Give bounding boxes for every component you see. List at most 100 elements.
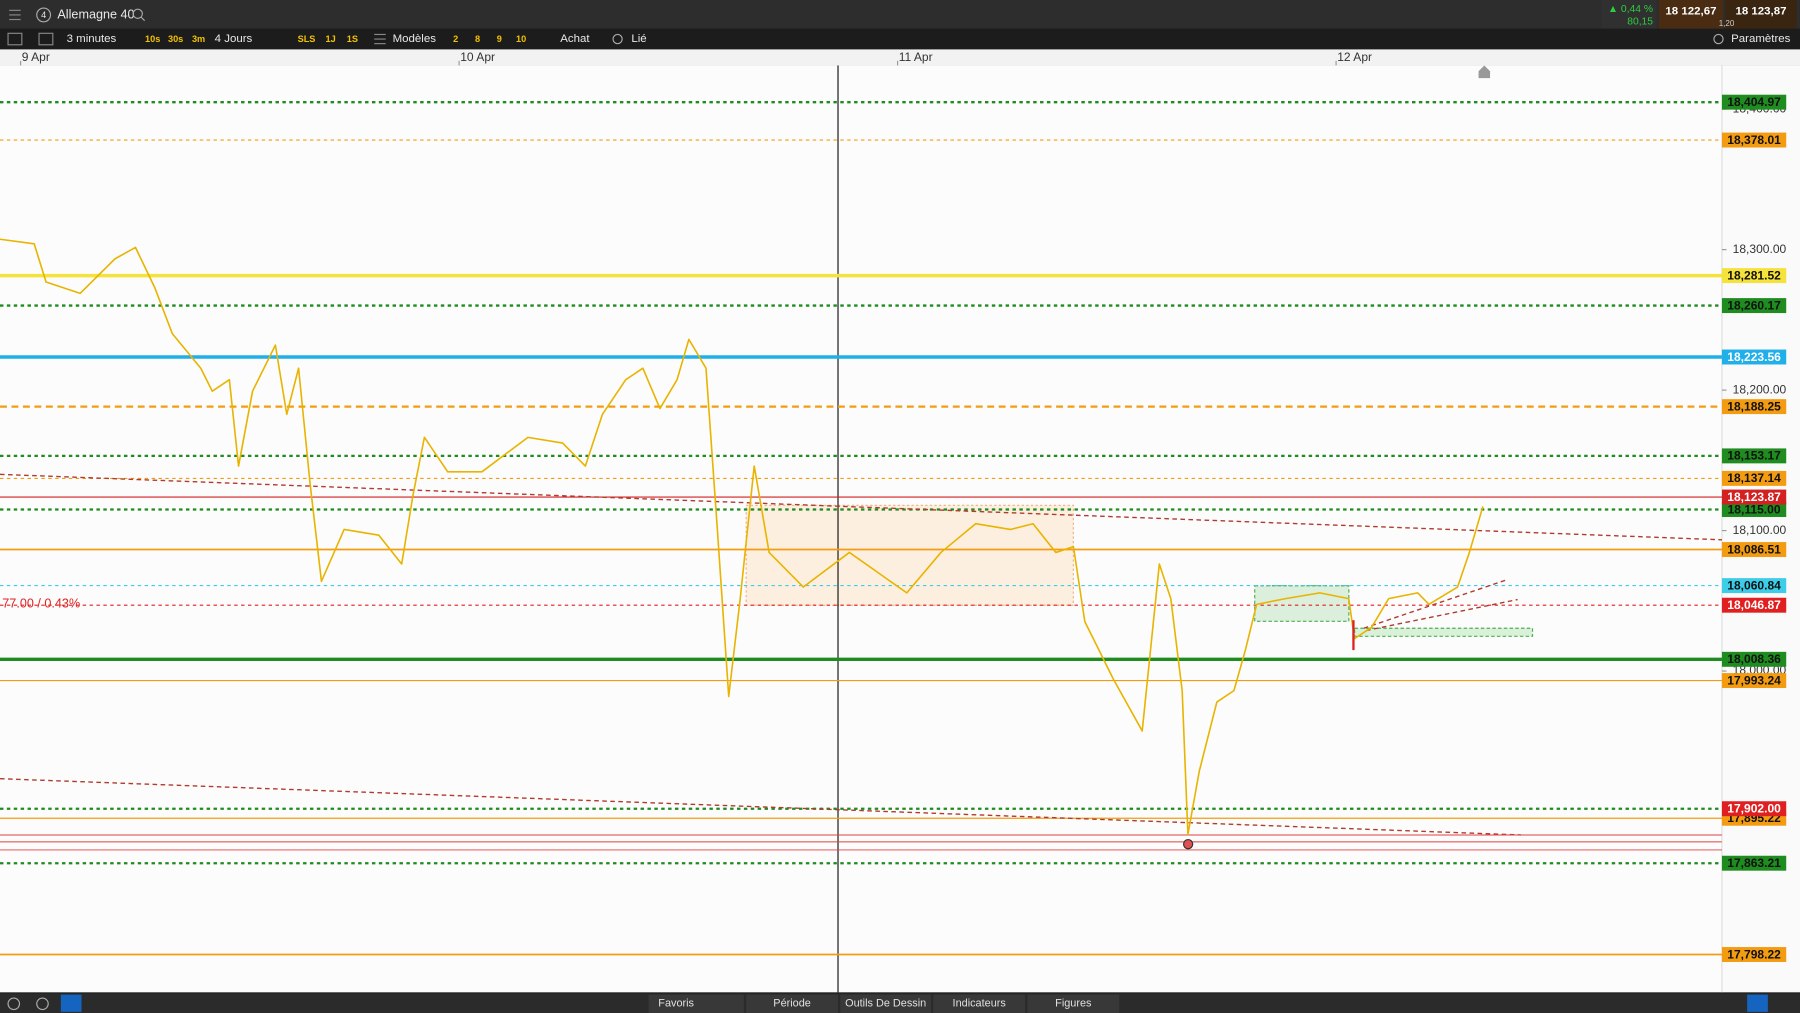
menu-icon[interactable] <box>9 9 21 21</box>
x-tick-label: 12 Apr <box>1337 50 1372 64</box>
tab[interactable] <box>933 994 1026 1013</box>
quick-button[interactable]: 3m <box>192 34 205 44</box>
search-icon[interactable] <box>132 8 143 19</box>
settings[interactable]: Paramètres <box>1731 33 1791 45</box>
price-tag-label: 18,260.17 <box>1727 298 1781 312</box>
zone <box>1354 627 1534 637</box>
change-pct: ▲ 0,44 % <box>1608 4 1653 15</box>
tab[interactable] <box>1027 994 1120 1013</box>
x-tick-label: 9 Apr <box>22 50 50 64</box>
zone <box>1254 585 1350 622</box>
crosshair-tool[interactable] <box>1747 994 1768 1012</box>
quick-button[interactable]: 30s <box>168 34 183 44</box>
marker <box>1478 65 1491 79</box>
price-tag <box>1721 268 1787 284</box>
price-tag-label: 18,115.00 <box>1728 502 1781 516</box>
price-tag <box>1721 801 1787 817</box>
price-tag <box>1721 542 1787 557</box>
tab-label[interactable]: Favoris <box>658 998 694 1010</box>
y-tick-label: 18,300.00 <box>1733 242 1787 256</box>
price-tag <box>1721 448 1787 464</box>
range[interactable]: 4 Jours <box>215 33 253 45</box>
top-bar <box>0 0 1800 29</box>
price-tag-label: 18,378.01 <box>1727 133 1781 147</box>
tab[interactable] <box>746 994 839 1013</box>
trend-lines <box>0 473 1722 836</box>
templates-icon <box>374 33 386 45</box>
order-marker[interactable] <box>1182 838 1194 850</box>
price-tag-label: 18,060.84 <box>1727 578 1781 592</box>
price-line <box>0 238 1484 836</box>
annotation: 77.00 / 0.43% <box>2 596 80 610</box>
tab[interactable] <box>648 994 744 1013</box>
price-axis <box>1721 65 1800 993</box>
refresh-icon[interactable] <box>7 997 21 1011</box>
price-tag <box>1721 94 1787 110</box>
preset-button[interactable]: 8 <box>475 34 480 44</box>
preset-button[interactable]: 9 <box>497 34 502 44</box>
price-tag <box>1721 399 1787 415</box>
stop-lines <box>0 834 1722 851</box>
price-tag-label: 18,086.51 <box>1727 542 1781 556</box>
draw-tool[interactable] <box>60 994 82 1012</box>
price-tag <box>1721 578 1787 594</box>
badge-text: 4 <box>41 10 46 20</box>
change-box <box>1601 0 1657 29</box>
price-tag-label: 18,281.52 <box>1727 268 1781 282</box>
tab-label[interactable]: Outils De Dessin <box>845 998 926 1010</box>
price-tag <box>1721 132 1787 148</box>
price-tag-label: 18,046.87 <box>1727 598 1781 612</box>
tab[interactable] <box>840 994 931 1013</box>
buy-box[interactable] <box>1725 0 1797 29</box>
price-tag <box>1721 298 1787 314</box>
price-tag <box>1721 855 1787 871</box>
price-tag-label: 18,188.25 <box>1727 399 1781 413</box>
price-tag <box>1721 947 1787 962</box>
price-tag <box>1721 349 1787 365</box>
price-tag-label: 17,798.22 <box>1727 947 1781 961</box>
price-tag <box>1721 597 1787 613</box>
quick-button[interactable]: 10s <box>145 34 160 44</box>
x-tick-label: 11 Apr <box>899 50 933 64</box>
x-tick-label: 10 Apr <box>460 50 495 64</box>
price-tag-label: 18,137.14 <box>1727 471 1781 485</box>
panel-icon[interactable] <box>7 32 23 46</box>
layout-icon[interactable] <box>38 32 54 46</box>
linked[interactable]: Lié <box>631 33 646 45</box>
spread: 1,20 <box>1719 19 1735 28</box>
price-tag <box>1721 651 1787 667</box>
buy-button[interactable]: Achat <box>560 33 590 45</box>
tab-label[interactable]: Indicateurs <box>953 998 1007 1010</box>
buy-price[interactable]: 18 123,87 <box>1735 6 1786 18</box>
price-tag <box>1721 673 1787 689</box>
price-tag-label: 18,123.87 <box>1727 490 1781 504</box>
link-icon <box>612 33 623 45</box>
price-tag-label: 18,008.36 <box>1727 652 1781 666</box>
preset-button[interactable]: 2 <box>453 34 458 44</box>
price-tag-label: 17,902.00 <box>1727 801 1781 815</box>
toolbar <box>0 28 1800 50</box>
period-button[interactable]: SLS <box>298 34 316 44</box>
instrument[interactable]: Allemagne 40 <box>57 7 134 21</box>
price-tag <box>1721 502 1787 517</box>
tab-label[interactable]: Figures <box>1055 998 1092 1010</box>
sell-box[interactable] <box>1658 0 1724 29</box>
hide-icon[interactable] <box>36 997 49 1011</box>
sell-price[interactable]: 18 122,67 <box>1665 6 1716 18</box>
date-axis <box>0 49 1800 66</box>
price-tag <box>1721 489 1787 505</box>
price-tag-label: 18,153.17 <box>1727 449 1781 463</box>
preset-button[interactable]: 10 <box>516 34 526 44</box>
period-button[interactable]: 1J <box>326 34 336 44</box>
interval[interactable]: 3 minutes <box>67 33 117 45</box>
price-tag-label: 17,863.21 <box>1727 856 1781 870</box>
price-tag-label: 18,404.97 <box>1727 95 1781 109</box>
price-tag-label: 18,223.56 <box>1727 350 1781 364</box>
gear-icon[interactable] <box>1713 33 1724 45</box>
templates[interactable]: Modèles <box>393 33 437 45</box>
tab-label[interactable]: Période <box>773 998 811 1010</box>
period-button[interactable]: 1S <box>347 34 358 44</box>
y-tick-label: 18,200.00 <box>1733 382 1787 396</box>
